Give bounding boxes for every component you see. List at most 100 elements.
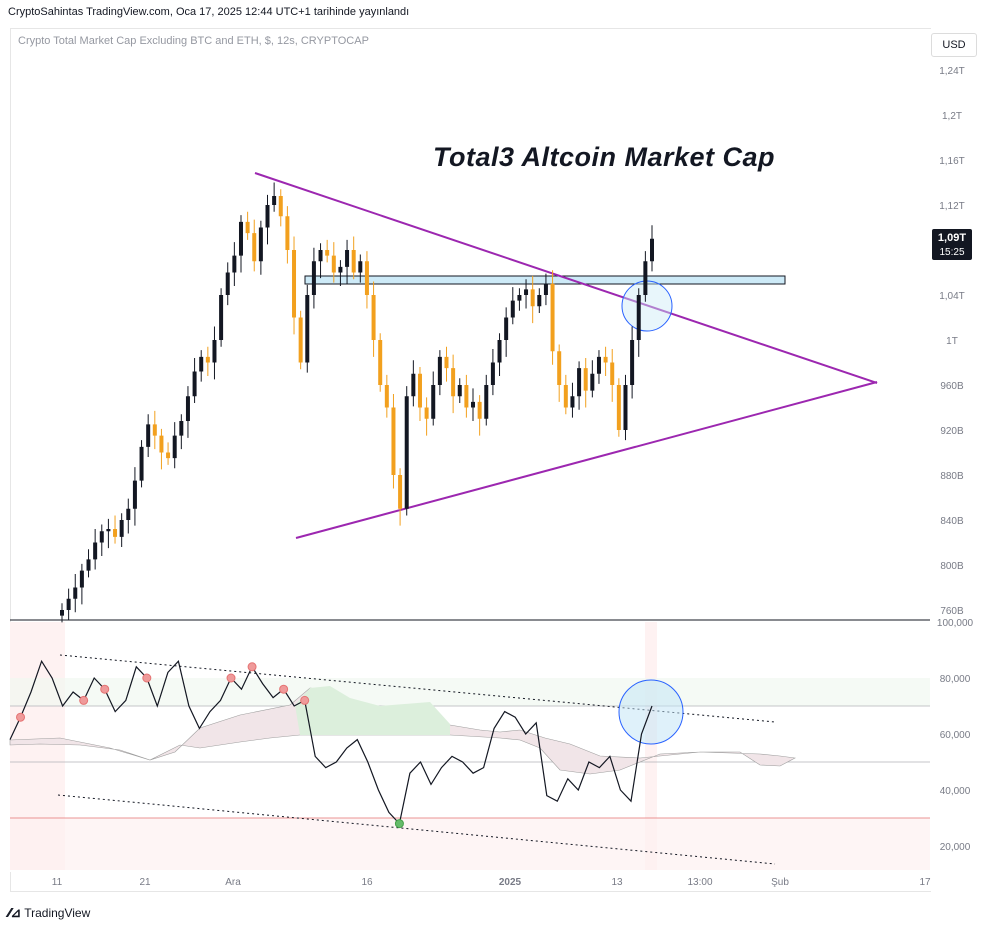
candle-body: [159, 435, 164, 453]
candle-body: [152, 424, 157, 436]
rsi-y-tick-label: 100,000: [937, 618, 974, 629]
candle-body: [398, 475, 403, 509]
rsi-layer: [9, 659, 653, 829]
candle-body: [86, 559, 91, 571]
candle-body: [596, 356, 601, 374]
candle-body: [630, 340, 635, 385]
candle-body: [444, 356, 449, 369]
candle-body: [457, 385, 462, 397]
candle-body: [318, 250, 323, 262]
candle-body: [79, 570, 84, 588]
candle-body: [616, 385, 621, 430]
x-tick-label: 13: [611, 877, 623, 888]
symbol-title: Crypto Total Market Cap Excluding BTC an…: [18, 35, 369, 47]
candle-body: [510, 300, 515, 318]
rsi-lower-channel: [57, 794, 776, 865]
x-tick-label: Ara: [225, 877, 241, 888]
candle-body: [60, 610, 64, 616]
candle-body: [537, 295, 542, 307]
y-tick-label: 1,12T: [939, 201, 965, 212]
candle-body: [205, 356, 210, 363]
y-tick-label: 1T: [946, 336, 958, 347]
footer-brand: TradingView: [24, 906, 91, 920]
candle-body: [477, 401, 482, 419]
y-tick-label: 960B: [940, 381, 964, 392]
candle-body: [172, 435, 177, 459]
candle-body: [504, 317, 509, 340]
candle-body: [577, 368, 582, 397]
rsi-line: [9, 659, 653, 825]
candle-body: [338, 266, 343, 273]
price-badge: [932, 229, 972, 260]
y-tick-label: 920B: [940, 426, 964, 437]
candle-body: [590, 373, 595, 391]
candle-body: [278, 196, 283, 217]
candle-body: [99, 531, 104, 543]
descending-trendline: [254, 172, 878, 384]
candle-body: [351, 250, 356, 273]
candle-body: [530, 289, 535, 307]
candle-body: [225, 272, 230, 295]
rsi-y-tick-label: 20,000: [940, 842, 971, 853]
candle-body: [285, 216, 290, 250]
currency-button[interactable]: USD: [931, 33, 977, 57]
candle-body: [292, 250, 297, 318]
candle-body: [650, 238, 654, 262]
x-tick-label: 11: [52, 877, 63, 888]
rsi-y-tick-label: 40,000: [940, 786, 971, 797]
candle-body: [298, 317, 303, 363]
candle-body: [305, 295, 310, 363]
candle-body: [490, 362, 495, 385]
candle-body: [252, 233, 257, 262]
candle-body: [258, 227, 263, 262]
rsi-y-tick-label: 60,000: [940, 730, 971, 741]
candle-body: [345, 250, 350, 267]
footer: ⁄⁄⊿ TradingView: [8, 905, 90, 921]
candles-layer: [60, 182, 654, 623]
y-tick-label: 760B: [940, 606, 964, 617]
candle-body: [524, 289, 529, 295]
candle-body: [219, 295, 224, 340]
candle-body: [610, 362, 615, 385]
candle-body: [404, 396, 409, 509]
x-tick-label: 2025: [499, 877, 522, 888]
candle-body: [643, 261, 648, 295]
candle-body: [364, 261, 369, 295]
x-axis: 11 21 Ara 16 2025 13 13:00 Şub 17: [52, 877, 931, 888]
annotation-title: Total3 Altcoin Market Cap: [433, 142, 776, 172]
y-tick-label: 840B: [940, 516, 964, 527]
rsi-red-marker: [247, 662, 257, 672]
candle-body: [570, 396, 575, 408]
candle-body: [563, 385, 568, 408]
chart-frame: [10, 28, 931, 892]
candle-body: [411, 373, 416, 397]
candle-body: [424, 407, 429, 419]
candle-body: [113, 529, 118, 537]
rsi-green-marker: [394, 819, 404, 829]
candle-body: [265, 205, 270, 228]
y-tick-label: 1,2T: [942, 111, 962, 122]
candle-body: [623, 385, 628, 430]
candle-body: [212, 340, 217, 363]
y-tick-label: 1,16T: [939, 156, 965, 167]
publish-info: CryptoSahintas TradingView.com, Oca 17, …: [8, 6, 410, 18]
y-tick-label: 1,24T: [939, 66, 965, 77]
rsi-cloud-green: [295, 686, 450, 735]
y-tick-label: 800B: [940, 561, 964, 572]
rsi-red-marker: [226, 673, 236, 683]
candle-body: [73, 587, 78, 599]
ascending-trendline: [295, 381, 878, 539]
candle-body: [139, 446, 144, 481]
candle-body: [378, 340, 383, 385]
x-tick-label: 16: [361, 877, 373, 888]
candle-body: [451, 368, 456, 397]
resistance-zone: [304, 275, 786, 285]
candle-body: [636, 295, 641, 340]
rsi-red-marker: [142, 673, 152, 683]
rsi-red-marker: [79, 695, 89, 705]
x-tick-label: Şub: [771, 877, 789, 888]
rsi-red-marker: [300, 695, 310, 705]
rsi-red-marker: [279, 684, 289, 694]
candle-body: [132, 480, 137, 509]
